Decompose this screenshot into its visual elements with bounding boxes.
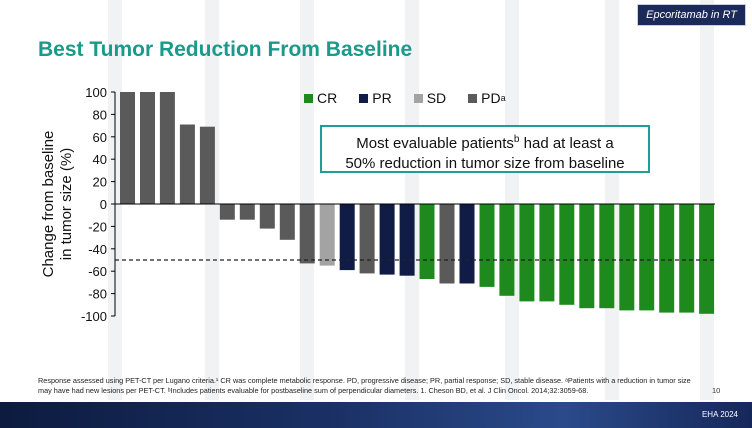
legend-label-pr: PR	[372, 90, 392, 106]
bar-4	[179, 124, 195, 204]
bar-7	[239, 204, 255, 220]
axis-layer: 100 80 60 40 20 0 -20 -40 -60 -80 -100	[81, 85, 715, 324]
waterfall-chart: 100 80 60 40 20 0 -20 -40 -60 -80 -100 Change from…	[40, 85, 715, 324]
y-tick-label: 20	[93, 175, 107, 190]
legend-label-pd-sup: a	[500, 93, 506, 103]
bar-15	[399, 204, 415, 276]
legend-item-pr: PR	[359, 90, 392, 106]
callout-line1-sup: b	[513, 134, 520, 145]
legend-item-cr: CR	[304, 90, 337, 106]
y-axis-label-line1: Change from baseline	[40, 131, 57, 278]
callout-box: Most evaluable patientsb had at least a …	[320, 125, 650, 173]
footnote: Response assessed using PET-CT per Lugan…	[38, 376, 691, 395]
legend-item-sd: SD	[413, 90, 447, 106]
legend-label-sd: SD	[426, 90, 447, 106]
y-tick-label: -20	[88, 219, 107, 234]
bar-9	[279, 204, 295, 240]
y-tick-label: 100	[85, 85, 107, 100]
bar-20	[499, 204, 515, 296]
chart-legend: CR PR SD PD a	[304, 89, 528, 107]
bar-30	[699, 204, 715, 314]
y-tick-label: 60	[93, 130, 107, 145]
y-tick-label: 40	[93, 152, 107, 167]
legend-label-pd: PD	[481, 90, 501, 106]
callout-line1: Most evaluable patientsb had at least a	[322, 130, 648, 154]
bar-27	[639, 204, 655, 311]
bar-22	[539, 204, 555, 302]
bar-12	[339, 204, 355, 271]
bar-16	[419, 204, 435, 279]
legend-swatch-sd	[413, 93, 423, 103]
callout-line1-post: had at least a	[519, 135, 614, 152]
callout-line2: 50% reduction in tumor size from baselin…	[345, 155, 625, 172]
bar-19	[479, 204, 495, 287]
footer-label: EHA 2024	[701, 410, 738, 419]
bar-21	[519, 204, 535, 302]
y-tick-label: -40	[88, 242, 107, 257]
y-tick-label: 0	[100, 197, 107, 212]
legend-swatch-pr	[359, 93, 369, 103]
bar-5	[199, 126, 215, 204]
bar-6	[219, 204, 235, 220]
background-stripe	[505, 0, 519, 400]
bar-10	[299, 204, 315, 264]
bar-8	[259, 204, 275, 229]
legend-swatch-pd	[468, 93, 478, 103]
bar-23	[559, 204, 575, 305]
page-title: Best Tumor Reduction From Baseline	[38, 38, 413, 61]
bar-26	[619, 204, 635, 311]
bar-13	[359, 204, 375, 274]
bar-1	[120, 92, 135, 204]
y-tick-label: 80	[93, 107, 107, 122]
bar-24	[579, 204, 595, 309]
legend-item-pd: PD a	[468, 90, 506, 106]
y-tick-label: -60	[88, 264, 107, 279]
bar-11	[319, 204, 335, 266]
legend-swatch-cr	[304, 93, 313, 103]
bar-17	[439, 204, 455, 284]
footer-bar	[0, 402, 752, 428]
bar-29	[679, 204, 695, 313]
legend-label-cr: CR	[317, 90, 338, 106]
bar-28	[659, 204, 675, 313]
bars-layer	[120, 92, 715, 314]
callout-line1-pre: Most evaluable patients	[356, 135, 514, 152]
page-number: 10	[712, 386, 721, 395]
y-tick-label: -80	[88, 287, 107, 302]
bar-25	[599, 204, 615, 309]
y-tick-label: -100	[81, 309, 107, 324]
bar-14	[379, 204, 395, 275]
bar-18	[459, 204, 475, 284]
bar-3	[159, 92, 175, 204]
section-tag: Epcoritamab in RT	[637, 4, 746, 26]
y-axis-label-line2: in tumor size (%)	[58, 148, 75, 261]
bar-2	[140, 92, 155, 204]
